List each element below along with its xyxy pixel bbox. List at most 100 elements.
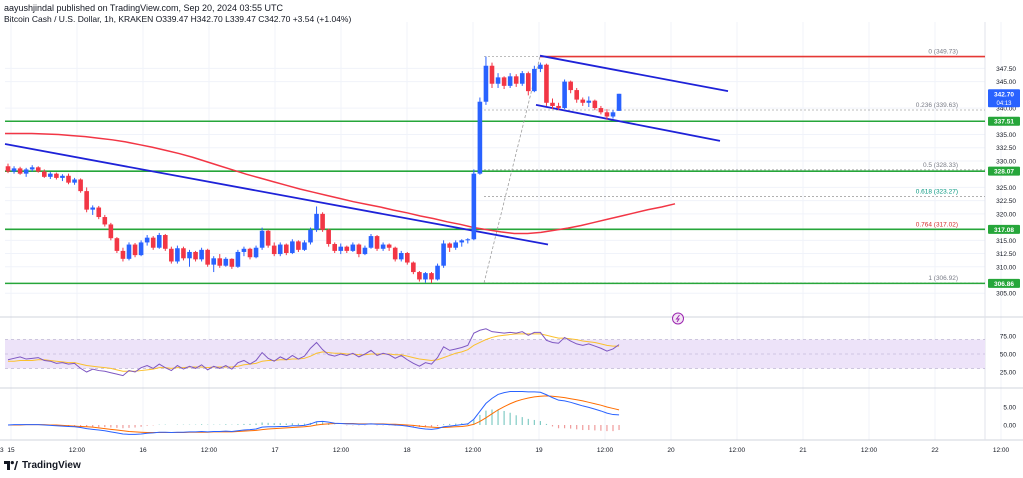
candle-body (568, 81, 573, 91)
candle-body (544, 64, 549, 103)
time-tick-label: 21 (799, 447, 807, 454)
candle-body (471, 173, 477, 240)
candle-body (368, 236, 374, 248)
price-tick-label: 340.00 (996, 106, 1016, 113)
channel-upper-line (539, 54, 729, 93)
candle-body (423, 273, 428, 280)
candle-body (156, 235, 162, 248)
candle-body (532, 68, 537, 92)
macd-signal-line (8, 395, 620, 434)
time-tick-label: 12:00 (69, 447, 86, 454)
candle-body (598, 108, 604, 113)
price-tag (988, 89, 1020, 108)
candle-body (66, 175, 71, 183)
candle-body (259, 230, 265, 248)
candle-body (586, 100, 592, 103)
time-tick-label: 12:00 (861, 447, 878, 454)
price-tick-label: 345.00 (996, 79, 1016, 86)
macd-tick-label: 0.00 (1003, 423, 1016, 430)
candle-body (580, 99, 586, 103)
grid (5, 22, 1002, 440)
candle-body (453, 242, 458, 248)
bearish-trendline (4, 143, 549, 246)
candle-body (84, 191, 89, 210)
candle-body (314, 213, 319, 230)
time-tick-label: 12:00 (597, 447, 614, 454)
candle-body (211, 258, 216, 265)
price-tag (988, 224, 1020, 234)
candle-body (562, 81, 567, 109)
candle-body (296, 241, 301, 250)
price-tag (988, 116, 1020, 126)
candle-body (392, 247, 398, 260)
fib-level-label: 0.618 (323.27) (916, 189, 958, 196)
fib-level-label: 0.5 (328.33) (923, 162, 958, 169)
candle-body (362, 247, 368, 255)
candle-body (96, 207, 102, 218)
time-tick-label: 18 (403, 447, 411, 454)
time-tick-label: 23 (0, 447, 4, 454)
candle-body (459, 240, 465, 243)
time-tick-label: 19 (535, 447, 543, 454)
candles (5, 56, 622, 284)
rsi-tick-label: 25.00 (1000, 370, 1017, 377)
candle-body (126, 244, 132, 259)
rsi-tick-label: 50.00 (1000, 352, 1017, 359)
candle-body (132, 244, 138, 256)
fib-connector (483, 56, 541, 284)
candle-body (435, 265, 440, 280)
time-tick-label: 16 (139, 447, 147, 454)
candle-body (120, 250, 126, 259)
time-tick-label: 12:00 (993, 447, 1010, 454)
candle-body (205, 249, 210, 265)
candle-body (35, 167, 41, 172)
candle-body (302, 242, 307, 250)
time-tick-label: 12:00 (465, 447, 482, 454)
price-tick-label: 310.00 (996, 264, 1016, 271)
candle-body (501, 77, 507, 86)
tradingview-logo-icon (4, 461, 18, 470)
candle-body (447, 243, 452, 248)
symbol-name: Bitcoin Cash / U.S. Dollar, 1h, KRAKEN (4, 14, 154, 24)
price-tag-label: 317.08 (994, 227, 1014, 234)
price-tick-label: 335.00 (996, 132, 1016, 139)
price-tick-label: 347.50 (996, 66, 1016, 73)
candle-body (338, 246, 344, 251)
candle-body (374, 236, 380, 249)
candle-body (495, 77, 501, 84)
candle-body (223, 258, 229, 266)
fib-level-label: 0 (349.73) (928, 49, 958, 56)
candle-body (513, 76, 519, 84)
candle-body (90, 207, 95, 210)
candle-body (489, 65, 495, 84)
candle-body (386, 244, 392, 248)
candle-body (29, 167, 35, 170)
price-tick-label: 332.50 (996, 145, 1016, 152)
candle-body (114, 238, 120, 251)
candle-body (108, 224, 114, 239)
ohlc-values: O339.47 H342.70 L339.47 C342.70 +3.54 (+… (155, 14, 352, 24)
candle-body (356, 244, 362, 255)
rsi-band (5, 339, 985, 369)
candle-body (54, 173, 59, 178)
time-tick-label: 17 (271, 447, 279, 454)
candle-body (398, 253, 404, 260)
candle-body (247, 248, 253, 258)
fib-level-label: 0.764 (317.02) (916, 222, 958, 229)
candle-body (326, 229, 331, 245)
candle-body (284, 244, 289, 254)
candle-body (235, 251, 241, 267)
candle-body (5, 166, 11, 172)
rsi-tick-label: 75.00 (1000, 334, 1017, 341)
candle-body (574, 90, 579, 100)
lightning-icon (675, 314, 680, 323)
candle-body (465, 239, 471, 241)
time-tick-label: 12:00 (729, 447, 746, 454)
candle-body (556, 105, 561, 109)
candle-body (150, 237, 156, 248)
candle-body (441, 243, 446, 266)
candle-body (344, 246, 350, 251)
price-tag-label: 337.51 (994, 119, 1014, 126)
tradingview-logo[interactable]: TradingView (4, 460, 81, 471)
